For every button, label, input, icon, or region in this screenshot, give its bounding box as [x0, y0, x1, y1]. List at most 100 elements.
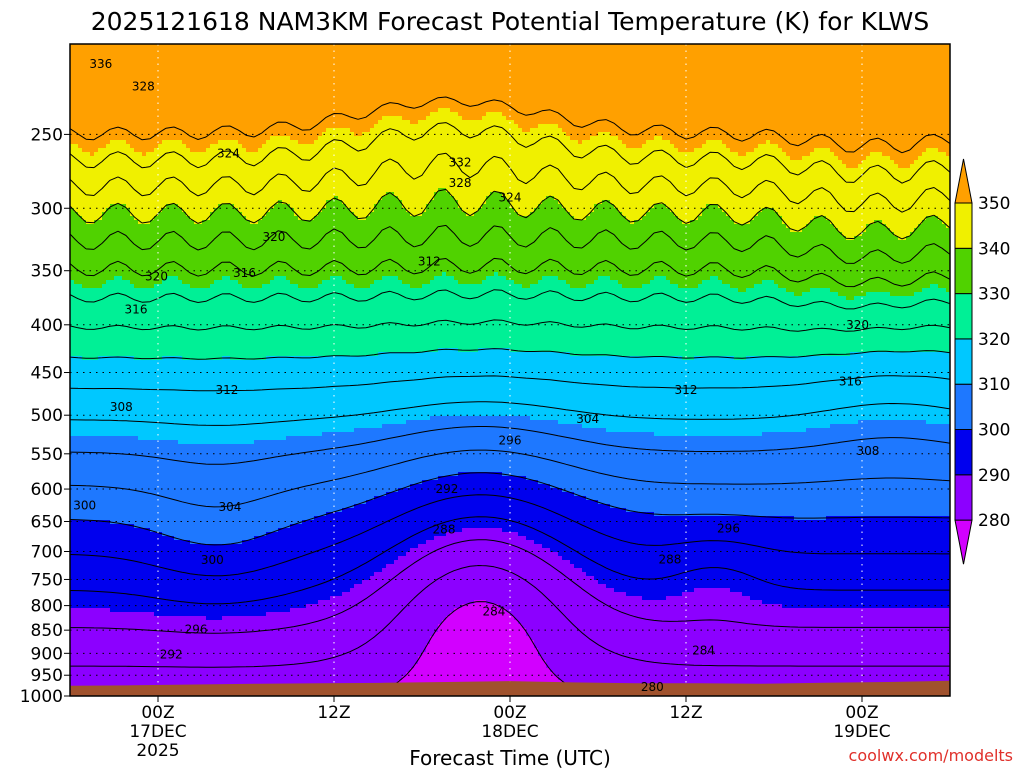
band-cell [782, 152, 787, 225]
band-cell [830, 424, 835, 517]
band-cell [662, 600, 667, 696]
band-cell [650, 512, 655, 601]
band-cell [138, 152, 143, 225]
band-cell [150, 152, 155, 221]
band-cell [194, 616, 199, 696]
band-cell [518, 536, 523, 625]
band-cell [582, 356, 587, 429]
band-cell [150, 360, 155, 441]
band-cell [810, 152, 815, 221]
band-cell [278, 200, 283, 277]
band-cell [818, 520, 823, 609]
band-cell [754, 600, 759, 696]
band-cell [574, 220, 579, 289]
band-cell [562, 560, 567, 685]
band-cell [462, 416, 467, 473]
band-cell [666, 280, 671, 357]
band-cell [146, 152, 151, 225]
band-cell [102, 284, 107, 357]
band-cell [582, 220, 587, 289]
band-cell [722, 356, 727, 437]
band-cell [446, 276, 451, 349]
band-cell [506, 416, 511, 477]
band-cell [214, 44, 219, 145]
band-cell [110, 44, 115, 141]
band-cell [450, 44, 455, 113]
band-cell [90, 44, 95, 157]
band-cell [282, 612, 287, 696]
band-cell [866, 224, 871, 293]
band-cell [922, 44, 927, 153]
band-cell [786, 516, 791, 609]
band-cell [834, 608, 839, 696]
band-cell [446, 532, 451, 617]
band-cell [210, 212, 215, 285]
band-cell [114, 356, 119, 437]
band-cell [542, 124, 547, 201]
band-cell [298, 144, 303, 221]
band-cell [358, 356, 363, 429]
colorbar-label: 300 [978, 421, 1010, 441]
band-cell [598, 504, 603, 585]
band-cell [82, 220, 87, 289]
band-cell [238, 284, 243, 361]
band-cell [606, 588, 611, 696]
band-cell [366, 500, 371, 581]
band-cell [242, 148, 247, 217]
band-cell [210, 44, 215, 145]
band-cell [838, 516, 843, 609]
band-cell [518, 476, 523, 537]
band-cell [414, 124, 419, 217]
band-cell [210, 544, 215, 621]
y-tick-label: 850 [31, 621, 63, 641]
band-cell [838, 44, 843, 161]
band-cell [910, 420, 915, 517]
band-cell [462, 472, 467, 529]
band-cell [146, 528, 151, 613]
band-cell [938, 152, 943, 221]
band-cell [282, 356, 287, 441]
band-cell [486, 196, 491, 277]
band-cell [598, 428, 603, 505]
band-cell [426, 480, 431, 541]
band-cell [210, 144, 215, 213]
band-cell [498, 112, 503, 193]
band-cell [166, 440, 171, 537]
band-cell [922, 516, 927, 609]
band-cell [630, 512, 635, 597]
band-cell [70, 436, 75, 521]
band-cell [846, 424, 851, 517]
band-cell [698, 588, 703, 696]
band-cell [174, 540, 179, 617]
band-cell [550, 196, 555, 277]
band-cell [846, 300, 851, 357]
band-cell [626, 44, 631, 149]
band-cell [286, 280, 291, 357]
band-cell [570, 44, 575, 141]
band-cell [874, 152, 879, 221]
band-cell [242, 616, 247, 696]
band-cell [90, 436, 95, 521]
band-cell [130, 524, 135, 613]
band-cell [94, 360, 99, 437]
band-cell [138, 440, 143, 529]
band-cell [410, 124, 415, 217]
band-cell [758, 356, 763, 437]
band-cell [458, 208, 463, 285]
band-cell [98, 288, 103, 357]
band-cell [926, 516, 931, 609]
band-cell [778, 148, 783, 217]
band-cell [586, 576, 591, 696]
band-cell [370, 500, 375, 577]
band-cell [606, 276, 611, 357]
band-cell [638, 432, 643, 513]
band-cell [82, 436, 87, 521]
band-cell [166, 616, 171, 696]
band-cell [794, 432, 799, 521]
band-cell [682, 360, 687, 437]
band-cell [830, 608, 835, 696]
band-cell [490, 192, 495, 277]
contour-344 [70, 152, 950, 213]
band-cell [302, 44, 307, 145]
band-cell [454, 44, 459, 113]
